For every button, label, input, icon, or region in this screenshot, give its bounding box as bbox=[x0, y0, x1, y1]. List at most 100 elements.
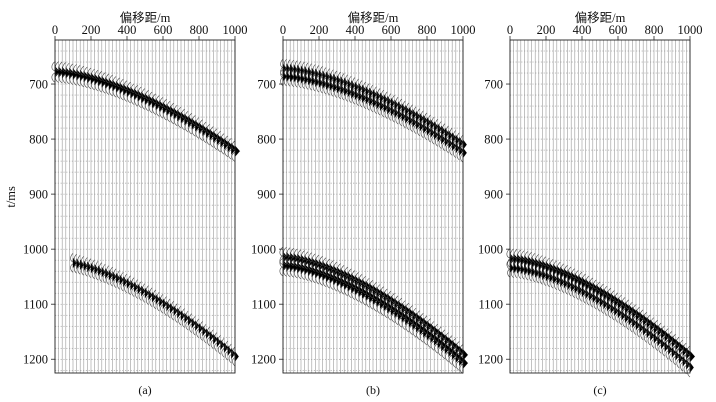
wiggle-lobe bbox=[309, 71, 313, 81]
wiggle-peak bbox=[184, 113, 190, 126]
wiggle-lobe bbox=[283, 66, 287, 76]
wiggle-lobe bbox=[280, 77, 284, 87]
wiggle-peak bbox=[369, 291, 375, 303]
wiggle-peak bbox=[76, 258, 81, 270]
wiggle-lobe bbox=[365, 297, 370, 308]
wiggle-lobe bbox=[413, 106, 417, 116]
wiggle-lobe bbox=[227, 138, 232, 148]
wiggle-peak bbox=[538, 268, 543, 280]
wiggle-lobe bbox=[402, 100, 406, 110]
wiggle-lobe bbox=[427, 122, 431, 132]
wiggle-lobe bbox=[531, 253, 536, 263]
wiggle-peak bbox=[72, 257, 77, 269]
wiggle-lobe bbox=[590, 298, 593, 308]
wiggle-lobe bbox=[554, 280, 557, 290]
wiggle-peak bbox=[234, 145, 241, 158]
wiggle-lobe bbox=[661, 325, 665, 336]
wiggle-lobe bbox=[142, 283, 146, 293]
wiggle-lobe bbox=[51, 61, 56, 72]
wiggle-peak bbox=[679, 352, 684, 364]
wiggle-peak bbox=[387, 301, 393, 314]
wiggle-lobe bbox=[665, 339, 669, 349]
wiggle-lobe bbox=[173, 116, 178, 127]
wiggle-lobe bbox=[417, 116, 421, 126]
wiggle-lobe bbox=[391, 301, 395, 312]
wiggle-lobe bbox=[213, 128, 218, 139]
wiggle-lobe bbox=[199, 131, 203, 141]
wiggle-lobe bbox=[456, 151, 460, 161]
wiggle-lobe bbox=[231, 140, 236, 151]
wiggle-lobe bbox=[582, 294, 586, 304]
wiggle-peak bbox=[668, 344, 673, 356]
wiggle-lobe bbox=[402, 119, 406, 129]
wiggle-lobe bbox=[536, 274, 539, 284]
wiggle-lobe bbox=[326, 278, 330, 289]
panel-3: 0 200 400 600 800 1000 700 800 900 1000 1100 1200 偏移… bbox=[478, 10, 703, 397]
wiggle-lobe bbox=[217, 142, 221, 153]
wiggle-lobe bbox=[395, 115, 399, 125]
wiggle-peak bbox=[286, 251, 292, 264]
wiggle-lobe bbox=[376, 303, 381, 314]
wiggle-lobe bbox=[123, 80, 128, 91]
wiggle-lobe bbox=[305, 70, 309, 80]
wiggle-lobe bbox=[333, 270, 338, 280]
wiggle-lobe bbox=[406, 102, 410, 112]
wiggle-peak bbox=[336, 82, 341, 94]
wiggle-lobe bbox=[431, 124, 435, 135]
wiggle-lobe bbox=[564, 265, 568, 275]
wiggle-lobe bbox=[381, 89, 385, 99]
wiggle-lobe bbox=[207, 337, 210, 347]
wiggle-lobe bbox=[294, 68, 298, 78]
wiggle-lobe bbox=[510, 258, 514, 268]
wiggle-lobe bbox=[81, 256, 85, 266]
wiggle-peak bbox=[617, 297, 624, 310]
wiggle-peak bbox=[213, 131, 219, 143]
wiggle-peak bbox=[90, 262, 95, 274]
wiggle-peak bbox=[459, 345, 465, 358]
wiggle-lobe bbox=[316, 72, 320, 82]
wiggle-lobe bbox=[83, 66, 88, 77]
wiggle-lobe bbox=[199, 119, 203, 130]
wiggle-peak bbox=[177, 109, 183, 122]
wiggle-peak bbox=[675, 338, 681, 351]
x-axis-title: 偏移距/m bbox=[575, 10, 626, 25]
wiggle-lobe bbox=[675, 336, 680, 347]
wiggle-lobe bbox=[604, 306, 608, 316]
wiggle-peak bbox=[444, 334, 451, 347]
wiggle-lobe bbox=[654, 341, 658, 351]
wiggle-peak bbox=[340, 83, 345, 95]
reflection-event-1 bbox=[51, 61, 241, 162]
wiggle-lobe bbox=[600, 283, 604, 294]
wiggle-lobe bbox=[214, 342, 218, 352]
wiggle-peak bbox=[664, 341, 669, 353]
wiggle-lobe bbox=[94, 81, 99, 92]
wiggle-lobe bbox=[291, 67, 295, 77]
wiggle-lobe bbox=[153, 300, 156, 310]
wiggle-peak bbox=[290, 260, 296, 273]
wiggle-lobe bbox=[676, 359, 680, 369]
x-tick-label: 200 bbox=[82, 23, 101, 37]
wiggle-peak bbox=[462, 139, 467, 151]
wiggle-lobe bbox=[669, 342, 673, 352]
wiggle-peak bbox=[383, 299, 389, 312]
wiggle-lobe bbox=[340, 284, 345, 295]
wiggle-peak bbox=[213, 333, 218, 345]
wiggle-lobe bbox=[88, 258, 92, 268]
wiggle-lobe bbox=[427, 326, 431, 337]
wiggle-lobe bbox=[538, 255, 543, 266]
wiggle-lobe bbox=[650, 317, 655, 328]
wiggle-peak bbox=[62, 66, 68, 79]
wiggle-lobe bbox=[231, 152, 236, 162]
wiggle-lobe bbox=[668, 331, 673, 341]
wiggle-lobe bbox=[412, 327, 417, 338]
wiggle-peak bbox=[661, 338, 666, 350]
wiggle-lobe bbox=[301, 69, 305, 79]
wiggle-lobe bbox=[174, 313, 178, 323]
wiggle-lobe bbox=[589, 277, 593, 288]
wiggle-lobe bbox=[416, 318, 420, 329]
wiggle-lobe bbox=[188, 124, 192, 135]
wiggle-lobe bbox=[435, 127, 439, 137]
wiggle-lobe bbox=[290, 267, 294, 278]
wiggle-lobe bbox=[409, 123, 413, 133]
wiggle-lobe bbox=[155, 95, 160, 106]
